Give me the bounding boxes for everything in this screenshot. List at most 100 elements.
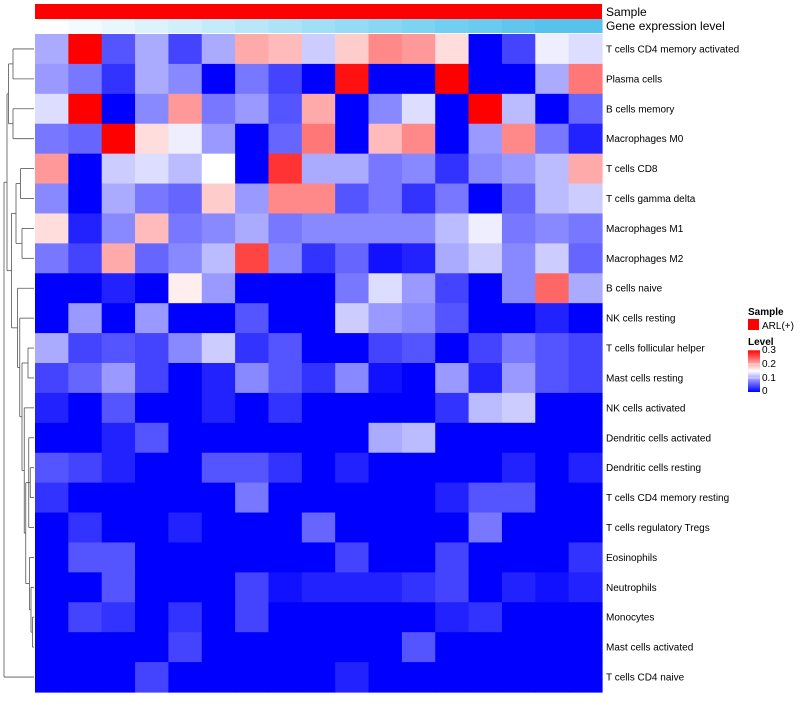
heatmap-cell: [535, 213, 570, 244]
heatmap-cell: [101, 662, 136, 693]
heatmap-cell: [401, 452, 436, 484]
heatmap-cell: [501, 392, 536, 424]
heatmap-cell: [535, 123, 570, 155]
heatmap-cell: [135, 542, 170, 573]
heatmap-cell: [301, 482, 336, 514]
heatmap-cell: [201, 123, 236, 155]
heatmap-cell: [368, 512, 403, 544]
heatmap-cell: [68, 123, 103, 155]
heatmap-cell: [135, 183, 170, 215]
heatmap-cell: [68, 34, 103, 65]
heatmap-cell: [535, 363, 570, 394]
heatmap-cell: [201, 482, 236, 514]
heatmap-cell: [335, 153, 370, 185]
row-label: Dendritic cells resting: [606, 463, 701, 474]
heatmap-cell: [35, 123, 69, 155]
row-label: Eosinophils: [606, 553, 657, 564]
heatmap-cell: [168, 273, 203, 304]
heatmap-cell: [368, 243, 403, 274]
heatmap-cell: [535, 422, 570, 454]
heatmap-cell: [368, 452, 403, 484]
row-label: T cells CD8: [606, 164, 658, 175]
heatmap-cell: [368, 93, 403, 125]
heatmap-cell: [101, 123, 136, 155]
heatmap-cell: [501, 34, 536, 65]
heatmap-cell: [68, 303, 103, 334]
annotation-bar: [35, 4, 602, 19]
heatmap-cell: [335, 392, 370, 424]
heatmap-cell: [268, 243, 303, 274]
heatmap-cell: [135, 452, 170, 484]
heatmap-cell: [168, 572, 203, 603]
heatmap-cell: [68, 63, 103, 95]
heatmap-cell: [368, 153, 403, 185]
heatmap-cell: [68, 333, 103, 364]
heatmap-cell: [68, 602, 103, 633]
heatmap-cell: [568, 93, 603, 125]
heatmap-cell: [235, 662, 270, 693]
heatmap-cell: [501, 632, 536, 663]
heatmap-cell: [435, 63, 470, 95]
row-label: Dendritic cells activated: [606, 433, 711, 444]
heatmap-cell: [268, 572, 303, 603]
heatmap-cell: [335, 273, 370, 304]
heatmap-cell: [501, 183, 536, 215]
heatmap-cell: [435, 183, 470, 215]
heatmap-cell: [235, 542, 270, 573]
heatmap-cell: [568, 602, 603, 633]
heatmap-cell: [168, 183, 203, 215]
heatmap-cell: [168, 422, 203, 454]
row-label: Mast cells activated: [606, 643, 693, 654]
heatmap-cell: [501, 243, 536, 274]
heatmap-cell: [135, 123, 170, 155]
heatmap-cell: [468, 542, 503, 573]
heatmap-cell: [68, 482, 103, 514]
heatmap-cell: [168, 153, 203, 185]
heatmap-cell: [368, 482, 403, 514]
heatmap-cell: [135, 572, 170, 603]
heatmap-cell: [335, 482, 370, 514]
heatmap-cell: [401, 363, 436, 394]
heatmap-cell: [301, 213, 336, 244]
heatmap-cell: [401, 482, 436, 514]
heatmap-cell: [401, 542, 436, 573]
heatmap-cell: [68, 542, 103, 573]
heatmap-cell: [135, 213, 170, 244]
heatmap-cell: [335, 303, 370, 334]
heatmap-cell: [135, 363, 170, 394]
heatmap-cell: [101, 63, 136, 95]
heatmap-cell: [268, 303, 303, 334]
heatmap-cell: [168, 363, 203, 394]
heatmap-cell: [135, 422, 170, 454]
heatmap-cell: [335, 213, 370, 244]
heatmap-cell: [335, 183, 370, 215]
heatmap-cell: [235, 572, 270, 603]
heatmap-cell: [168, 123, 203, 155]
heatmap-cell: [35, 63, 69, 95]
heatmap-cell: [168, 34, 203, 65]
heatmap-cell: [401, 123, 436, 155]
heatmap-cell: [468, 123, 503, 155]
heatmap-cell: [201, 512, 236, 544]
heatmap-cell: [135, 602, 170, 633]
row-label: B cells naive: [606, 284, 663, 295]
heatmap-cell: [568, 482, 603, 514]
heatmap-cell: [301, 363, 336, 394]
heatmap-cell: [35, 452, 69, 484]
heatmap-cell: [335, 34, 370, 65]
heatmap-cell: [568, 34, 603, 65]
row-label: Monocytes: [606, 613, 654, 624]
heatmap-cell: [368, 183, 403, 215]
heatmap-cell: [35, 363, 69, 394]
annotation-cell: [401, 19, 436, 33]
heatmap-cell: [235, 482, 270, 514]
heatmap-cell: [435, 123, 470, 155]
annotation-cell: [135, 19, 170, 33]
heatmap-cell: [335, 93, 370, 125]
heatmap-cell: [435, 482, 470, 514]
heatmap-cell: [468, 572, 503, 603]
heatmap-cell: [301, 243, 336, 274]
heatmap-cell: [368, 422, 403, 454]
heatmap-cell: [535, 273, 570, 304]
